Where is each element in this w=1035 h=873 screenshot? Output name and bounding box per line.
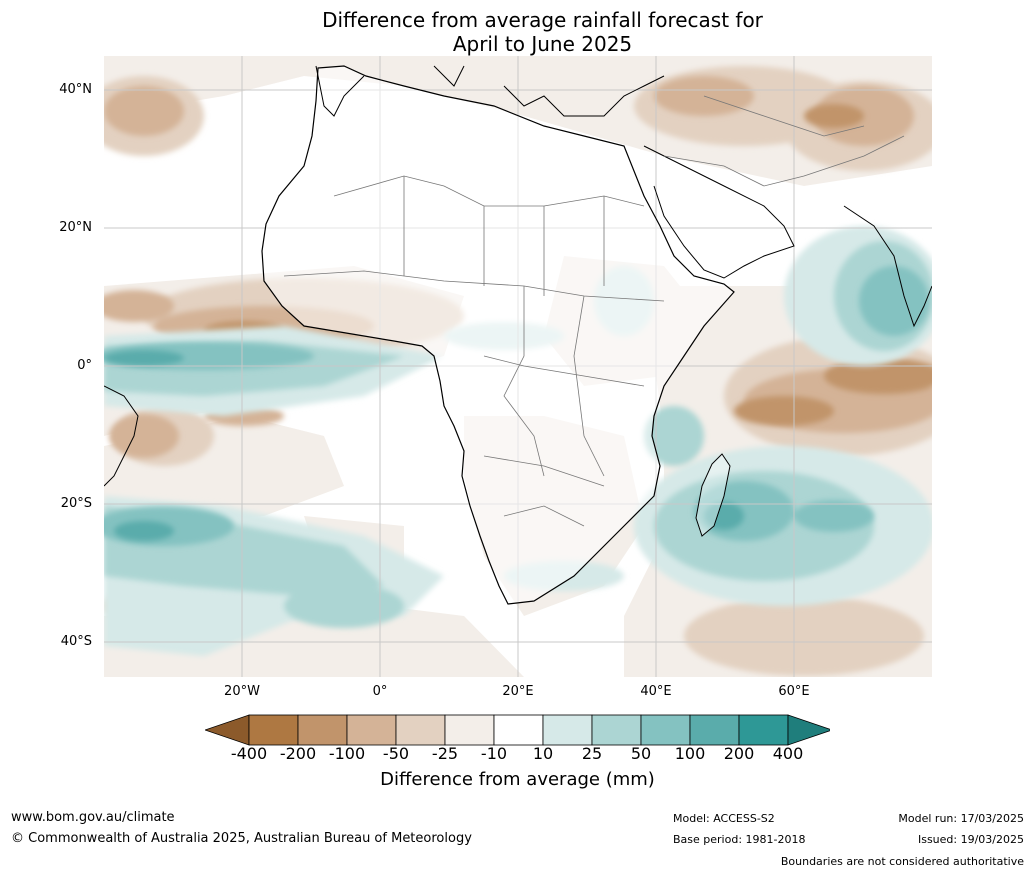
- africa-coastline: [261, 65, 735, 605]
- colorbar: [205, 714, 830, 746]
- colorbar-tick-label: -50: [382, 744, 410, 763]
- footer-model-run: Model run: 17/03/2025: [898, 812, 1024, 825]
- colorbar-label: Difference from average (mm): [380, 769, 655, 790]
- colorbar-tick-label: -400: [230, 744, 268, 763]
- colorbar-tick-label: 100: [674, 744, 706, 763]
- footer-website: www.bom.gov.au/climate: [11, 810, 175, 825]
- lat-label-40n: 40°N: [59, 82, 92, 97]
- colorbar-box: [738, 714, 789, 746]
- lon-label-0: 0°: [372, 684, 388, 699]
- madagascar-coastline: [695, 453, 731, 537]
- footer-disclaimer: Boundaries are not considered authoritat…: [780, 855, 1024, 868]
- colorbar-tick-label: 50: [630, 744, 652, 763]
- colorbar-box: [640, 714, 691, 746]
- colorbar-box: [297, 714, 348, 746]
- title-line-1: Difference from average rainfall forecas…: [322, 8, 763, 32]
- colorbar-tick-label: -10: [480, 744, 508, 763]
- colorbar-box: [542, 714, 593, 746]
- footer-issued: Issued: 19/03/2025: [917, 833, 1024, 846]
- lat-label-equator: 0°: [77, 358, 92, 373]
- map-title: Difference from average rainfall forecas…: [0, 8, 1035, 56]
- title-line-2: April to June 2025: [452, 32, 633, 56]
- colorbar-box: [493, 714, 544, 746]
- lon-label-60e: 60°E: [778, 684, 810, 699]
- colorbar-box: [395, 714, 446, 746]
- south-america-coastline: [104, 385, 139, 487]
- colorbar-tick-label: -200: [279, 744, 317, 763]
- colorbar-box: [444, 714, 495, 746]
- anomaly-strong-wet: [104, 266, 929, 546]
- lon-label-20e: 20°E: [502, 684, 534, 699]
- footer-base-period: Base period: 1981-2018: [673, 833, 806, 846]
- colorbar-tick-label: -100: [328, 744, 366, 763]
- india-coastline: [843, 205, 932, 328]
- rainfall-anomaly-map: [104, 56, 932, 677]
- colorbar-tick-label: 25: [581, 744, 603, 763]
- colorbar-box: [689, 714, 740, 746]
- lon-label-20w: 20°W: [224, 684, 260, 699]
- lon-label-40e: 40°E: [640, 684, 672, 699]
- lat-label-20s: 20°S: [60, 496, 92, 511]
- anomaly-very-strong-wet: [104, 350, 744, 541]
- colorbar-tick-label: 400: [772, 744, 804, 763]
- europe-coastline: [315, 65, 665, 117]
- lat-label-20n: 20°N: [59, 220, 92, 235]
- country-borders: [283, 95, 905, 527]
- lat-label-40s: 40°S: [60, 634, 92, 649]
- colorbar-box: [346, 714, 397, 746]
- colorbar-tick-label: 200: [723, 744, 755, 763]
- arabia-coastline: [643, 145, 795, 279]
- footer-copyright: © Commonwealth of Australia 2025, Austra…: [11, 831, 472, 846]
- footer-model: Model: ACCESS-S2: [673, 812, 775, 825]
- colorbar-tick-label: -25: [431, 744, 459, 763]
- colorbar-extend-low: [205, 714, 250, 746]
- colorbar-extend-high: [787, 714, 830, 746]
- colorbar-box: [591, 714, 642, 746]
- colorbar-box: [248, 714, 299, 746]
- colorbar-tick-label: 10: [532, 744, 554, 763]
